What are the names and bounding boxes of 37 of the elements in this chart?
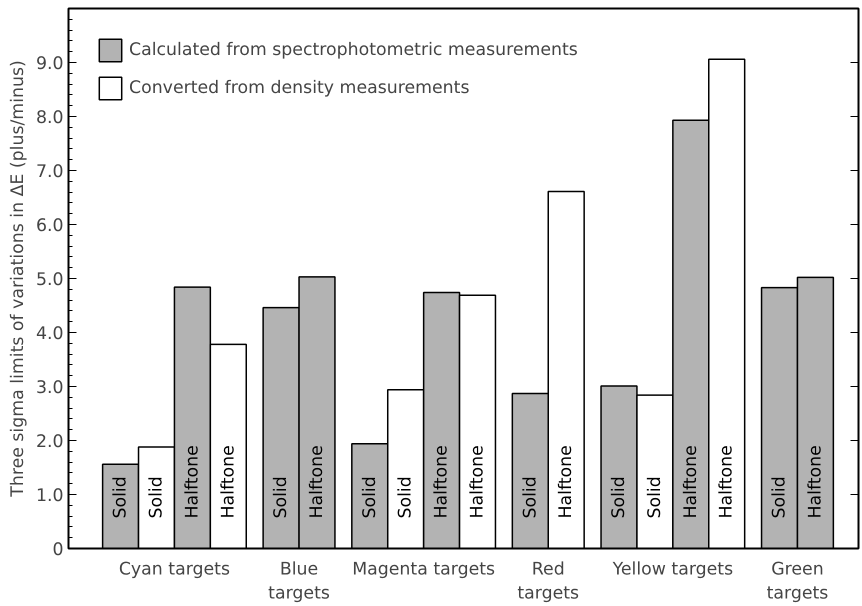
legend-label: Calculated from spectrophotometric measurements xyxy=(129,40,578,60)
y-tick-label: 8.0 xyxy=(36,108,64,128)
data-label: Halftone xyxy=(182,445,202,518)
data-label: Solid xyxy=(770,476,790,518)
data-label: Solid xyxy=(396,476,416,518)
x-tick-label: Yellow targets xyxy=(612,560,734,580)
data-label: Halftone xyxy=(716,445,737,518)
data-label: Halftone xyxy=(306,445,327,518)
x-tick-label: Blue targets xyxy=(268,560,330,604)
x-tick-label: Green targets xyxy=(766,560,828,604)
y-axis-title: Three sigma limits of variations in ΔE (plus/minus) xyxy=(8,60,28,498)
data-label: Halftone xyxy=(805,445,826,518)
x-tick-label: Red targets xyxy=(517,560,580,604)
y-tick-label: 2.0 xyxy=(36,432,64,452)
y-tick-label: 3.0 xyxy=(36,378,64,398)
data-label: Solid xyxy=(644,476,665,518)
data-label: Solid xyxy=(110,476,131,518)
y-tick-label: 5.0 xyxy=(36,270,64,290)
data-label: Solid xyxy=(146,476,166,518)
data-label: Solid xyxy=(608,476,629,518)
data-label: Halftone xyxy=(468,445,488,518)
y-tick-label: 7.0 xyxy=(36,162,64,182)
y-tick-label: 4.0 xyxy=(36,324,64,344)
data-label: Halftone xyxy=(680,445,701,518)
y-tick-label: 0 xyxy=(52,540,64,560)
y-tick-label: 9.0 xyxy=(36,54,64,74)
legend-label: Converted from density measurements xyxy=(129,78,470,98)
data-label: Halftone xyxy=(218,445,238,518)
y-tick-label: 6.0 xyxy=(36,216,64,236)
data-label: Halftone xyxy=(432,445,452,518)
data-label: Solid xyxy=(360,476,380,518)
data-label: Halftone xyxy=(556,445,576,518)
x-tick-label: Cyan targets xyxy=(118,560,230,580)
y-tick-label: 1.0 xyxy=(36,486,64,506)
data-label: Solid xyxy=(520,476,540,518)
x-tick-label: Magenta targets xyxy=(352,560,496,580)
data-label: Solid xyxy=(271,476,292,518)
